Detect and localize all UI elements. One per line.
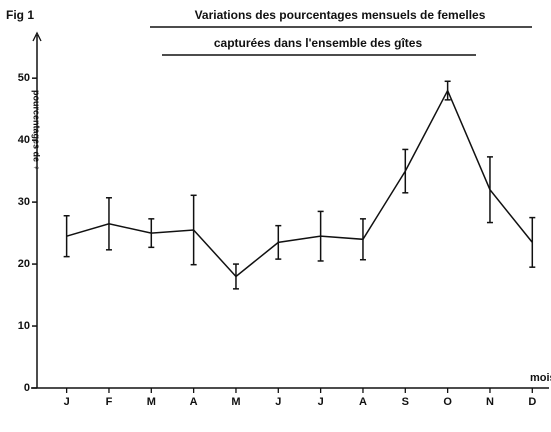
x-tick-label: J [318, 396, 324, 408]
x-tick-label: N [486, 396, 494, 408]
x-tick-label: J [275, 396, 281, 408]
x-tick-label: D [528, 396, 536, 408]
figure-label: Fig 1 [6, 8, 34, 22]
chart-title: capturées dans l'ensemble des gîtes [214, 36, 423, 50]
data-line [66, 88, 533, 278]
y-tick-label: 50 [18, 72, 30, 84]
x-tick-label: M [231, 396, 240, 408]
x-tick-label: A [359, 396, 367, 408]
y-tick-label: 40 [18, 134, 30, 146]
x-tick-label: S [402, 396, 409, 408]
y-tick-label: 10 [18, 320, 30, 332]
x-tick-label: J [64, 396, 70, 408]
y-tick-label: 20 [18, 258, 30, 270]
x-tick-label: F [106, 396, 113, 408]
x-axis-label: mois [530, 372, 551, 384]
chart-title: Variations des pourcentages mensuels de … [195, 8, 486, 22]
y-axis-arrow [32, 31, 42, 42]
x-tick-label: M [147, 396, 156, 408]
x-tick-label: A [190, 396, 198, 408]
y-tick-label: 30 [18, 196, 30, 208]
y-tick-label: 0 [24, 382, 30, 394]
x-tick-label: O [443, 396, 452, 408]
